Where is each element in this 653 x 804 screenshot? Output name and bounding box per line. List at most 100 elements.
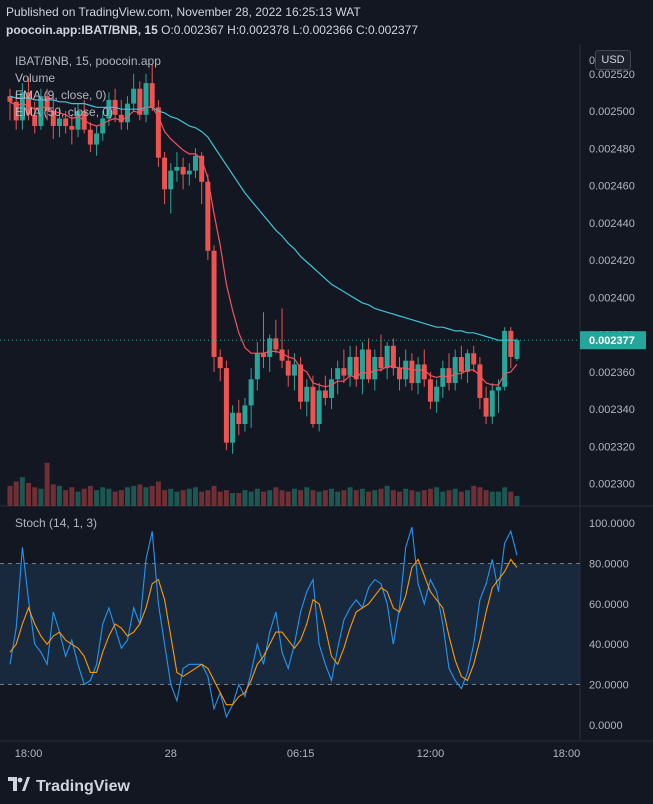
candle-body (427, 379, 433, 402)
candle (409, 353, 415, 391)
candle (285, 349, 291, 387)
publish-bar: Published on TradingView.com, November 2… (0, 0, 653, 44)
volume-bar (329, 488, 335, 506)
candle (483, 386, 489, 425)
volume-bar (137, 484, 143, 506)
candle (353, 345, 359, 387)
candle-body (483, 397, 489, 417)
candle (100, 111, 106, 141)
volume-bar (514, 495, 520, 506)
candle-body (205, 181, 211, 251)
volume-bar (217, 491, 223, 506)
price-tick-label: 0 (589, 55, 595, 67)
time-tick-label: 12:00 (417, 748, 445, 760)
candle (137, 81, 143, 121)
candle (335, 360, 341, 395)
candle (32, 101, 38, 134)
candle (118, 99, 124, 130)
volume-bar (242, 490, 248, 506)
candle-body (186, 170, 192, 175)
candle (390, 338, 396, 376)
legend-title: IBAT/BNB, 15, poocoin.app (15, 54, 161, 68)
candle-body (446, 368, 452, 384)
stoch-d-line (9, 558, 518, 706)
legend-volume: Volume (15, 71, 56, 85)
stoch-tick-label: 80.0000 (589, 558, 629, 570)
volume-bar (131, 485, 137, 506)
volume-bar (335, 491, 341, 506)
candle (131, 73, 137, 112)
volume-bars (7, 462, 520, 506)
candle (477, 356, 483, 410)
price-tick-label: 0.002520 (589, 69, 635, 81)
candle-body (149, 83, 155, 108)
candle-body (50, 111, 56, 126)
candle-body (180, 166, 186, 175)
candle (341, 349, 347, 384)
volume-bar (87, 485, 93, 506)
footer: TradingView (0, 767, 653, 804)
stoch-tick-label: 20.0000 (589, 680, 629, 692)
volume-bar (347, 487, 353, 506)
price-tick-label: 0.002440 (589, 218, 635, 230)
candle-body (217, 356, 223, 369)
candle (236, 399, 242, 436)
candle-body (38, 96, 44, 126)
candle-body (155, 107, 161, 158)
candle-body (397, 368, 403, 380)
candle-body (495, 386, 501, 391)
currency-button[interactable]: USD (595, 50, 631, 70)
candle (502, 327, 508, 391)
chart-canvas[interactable]: 0 0.002520 0.002500 0.002480 0.002460 0.00244… (0, 44, 653, 767)
candle-body (378, 356, 384, 369)
volume-bar (186, 488, 192, 506)
candle (378, 334, 384, 372)
price-tick-label: 0.002340 (589, 404, 635, 416)
volume-bar (446, 490, 452, 506)
ohlc-values: O:0.002367 H:0.002378 L:0.002366 C:0.002… (161, 23, 419, 37)
candle (174, 152, 180, 182)
stoch-tick-label: 0.0000 (589, 720, 623, 732)
candle-body (248, 379, 254, 406)
volume-bar (366, 491, 372, 506)
volume-bar (162, 490, 168, 506)
candle-body (341, 368, 347, 376)
tradingview-logo[interactable]: TradingView (8, 777, 130, 796)
volume-bar (44, 462, 50, 506)
candle-body (100, 118, 106, 134)
candle (273, 319, 279, 354)
price-tick-label: 0.002320 (589, 441, 635, 453)
candle-body (366, 349, 372, 380)
volume-bar (390, 490, 396, 506)
tradingview-mark-icon (8, 777, 30, 796)
volume-bar (465, 490, 471, 506)
volume-bar (403, 488, 409, 506)
candle (112, 88, 118, 123)
candle-body (32, 114, 38, 126)
symbol-ohlc-line: poocoin.app:IBAT/BNB, 15 O:0.002367 H:0.… (6, 23, 418, 37)
volume-bar (81, 488, 87, 506)
candle (261, 312, 266, 369)
candle (452, 349, 458, 391)
volume-bar (471, 485, 477, 506)
candle-body (291, 364, 297, 376)
candle (143, 73, 149, 123)
candle (359, 342, 365, 395)
price-tick-label: 0.002300 (589, 479, 635, 491)
candle (75, 103, 81, 138)
candle-body (44, 96, 50, 112)
volume-bar (69, 487, 75, 506)
candle-body (384, 345, 390, 369)
candle (211, 245, 217, 372)
candle (50, 96, 56, 140)
volume-bar (298, 490, 304, 506)
price-tick-label: 0.002480 (589, 143, 635, 155)
candle (508, 327, 514, 369)
price-tag-label: 0.002377 (589, 335, 635, 347)
volume-bar (106, 488, 112, 506)
candle-body (13, 101, 19, 121)
candle-body (69, 125, 75, 130)
stoch-band-fill (0, 563, 580, 685)
volume-bar (168, 488, 174, 506)
volume-bar (495, 491, 501, 506)
